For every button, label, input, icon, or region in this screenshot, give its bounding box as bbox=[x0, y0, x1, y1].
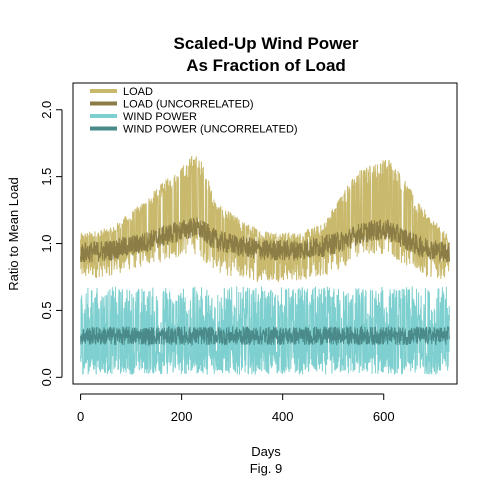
x-axis-label: Days bbox=[251, 444, 281, 459]
x-tick-label: 400 bbox=[272, 409, 294, 424]
series-wind-power-line bbox=[80, 286, 450, 375]
y-tick-label: 2.0 bbox=[39, 101, 54, 119]
chart-title-line2: As Fraction of Load bbox=[186, 56, 346, 75]
legend-label: WIND POWER (UNCORRELATED) bbox=[123, 124, 298, 136]
x-tick-label: 0 bbox=[77, 409, 84, 424]
x-axis: 0 200 400 600 bbox=[77, 393, 395, 424]
legend-label: LOAD (UNCORRELATED) bbox=[123, 99, 254, 111]
y-tick-label: 1.5 bbox=[39, 168, 54, 186]
series-wind-power-uncorrelated-line bbox=[80, 325, 450, 347]
x-tick-label: 200 bbox=[171, 409, 193, 424]
y-tick-label: 0.0 bbox=[39, 368, 54, 386]
figure-caption: Fig. 9 bbox=[250, 461, 283, 476]
plot-frame bbox=[72, 82, 458, 385]
legend-label: LOAD bbox=[123, 86, 153, 98]
plot-series-group bbox=[80, 155, 450, 375]
x-tick-label: 600 bbox=[373, 409, 395, 424]
legend-label: WIND POWER bbox=[123, 111, 197, 123]
y-tick-label: 1.0 bbox=[39, 234, 54, 252]
series-load-uncorrelated-line bbox=[80, 216, 450, 263]
y-axis: 0.0 0.5 1.0 1.5 2.0 bbox=[39, 101, 63, 386]
y-tick-label: 0.5 bbox=[39, 301, 54, 319]
chart-title-line1: Scaled-Up Wind Power bbox=[174, 34, 359, 53]
series-load-line bbox=[80, 155, 450, 283]
y-axis-label: Ratio to Mean Load bbox=[6, 177, 21, 290]
